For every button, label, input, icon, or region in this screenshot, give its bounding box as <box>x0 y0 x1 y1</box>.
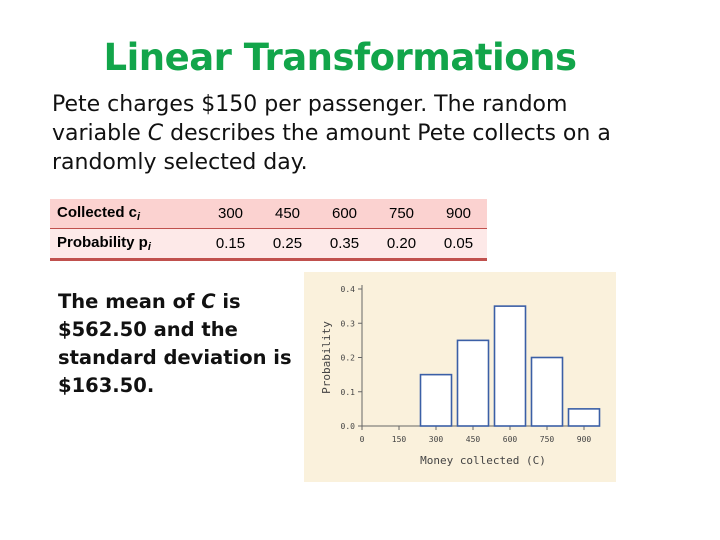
slide-title: Linear Transformations <box>103 36 577 79</box>
x-tick-label: 900 <box>577 435 592 444</box>
row-header-probability-label: Probability p <box>57 234 148 251</box>
mean-text-1: The mean of <box>58 290 202 313</box>
table-cell: 0.15 <box>202 228 259 261</box>
x-tick-label: 0 <box>360 435 365 444</box>
table-row-collected: Collected ci 300 450 600 750 900 <box>50 199 487 229</box>
table-cell: 750 <box>373 199 430 229</box>
x-axis-label: Money collected (C) <box>420 454 546 467</box>
x-tick-label: 600 <box>503 435 518 444</box>
table-cell: 450 <box>259 199 316 229</box>
table-cell: 0.35 <box>316 228 373 261</box>
x-tick-label: 300 <box>429 435 444 444</box>
table-cell: 600 <box>316 199 373 229</box>
x-tick-label: 450 <box>466 435 481 444</box>
row-header-collected-sub: i <box>137 211 141 223</box>
histogram-bar <box>456 339 490 427</box>
x-tick-label: 150 <box>392 435 407 444</box>
table-cell: 900 <box>430 199 487 229</box>
histogram-bar <box>493 305 527 427</box>
y-tick-label: 0.0 <box>341 422 356 431</box>
y-tick-label: 0.3 <box>341 319 356 328</box>
histogram-bar <box>530 356 564 427</box>
row-header-probability-sub: i <box>147 241 151 253</box>
mean-variable: C <box>201 290 216 313</box>
row-header-probability: Probability pi <box>50 228 202 261</box>
table-cell: 0.20 <box>373 228 430 261</box>
row-header-collected: Collected ci <box>50 199 202 229</box>
intro-text-2: describes the amount Pete collects on a … <box>52 121 611 175</box>
probability-histogram: 0.0 0.1 0.2 0.3 0.4 0 150 300 450 600 750 900 Money … <box>320 285 601 467</box>
y-tick-label: 0.4 <box>341 285 356 294</box>
histogram-bar <box>567 408 601 427</box>
y-tick-label: 0.2 <box>341 354 356 363</box>
distribution-table: Collected ci 300 450 600 750 900 Probabi… <box>50 199 487 261</box>
table-row-probability: Probability pi 0.15 0.25 0.35 0.20 0.05 <box>50 228 487 261</box>
y-axis-label: Probability <box>320 321 333 394</box>
mean-text-2: is $562.50 and the standard deviation is… <box>58 290 292 397</box>
table-cell: 0.25 <box>259 228 316 261</box>
mean-sd-text: The mean of C is $562.50 and the standar… <box>58 288 298 400</box>
intro-variable: C <box>147 121 164 146</box>
table-cell: 300 <box>202 199 259 229</box>
intro-text-1: Pete charges $150 per passenger. The ran… <box>52 92 568 146</box>
x-tick-label: 750 <box>540 435 555 444</box>
y-tick-label: 0.1 <box>341 388 356 397</box>
histogram-bar <box>419 373 453 427</box>
table-cell: 0.05 <box>430 228 487 261</box>
row-header-collected-label: Collected c <box>57 204 138 221</box>
intro-paragraph: Pete charges $150 per passenger. The ran… <box>52 90 652 177</box>
